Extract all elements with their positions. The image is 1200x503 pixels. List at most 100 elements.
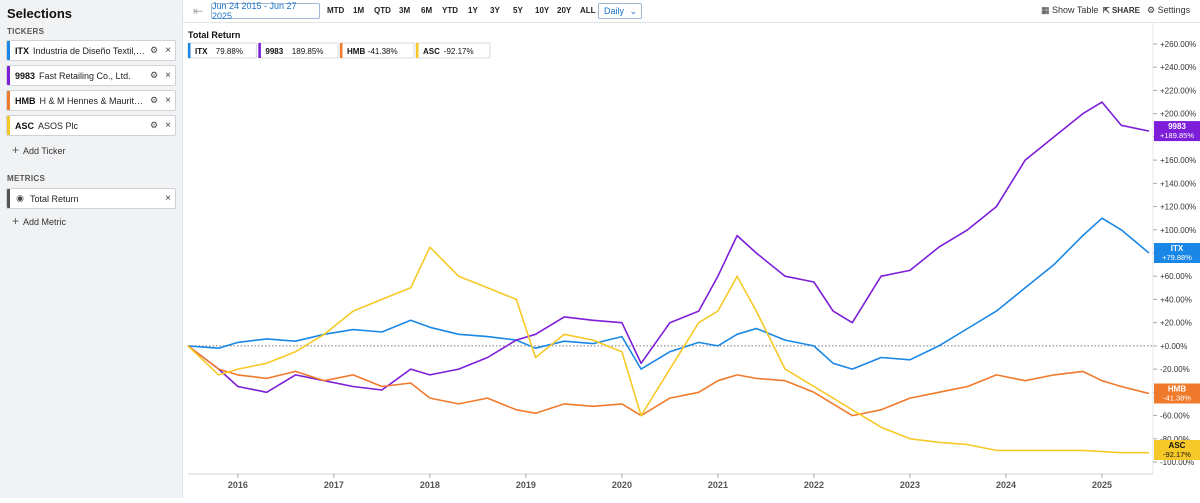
legend-color-bar xyxy=(188,43,191,58)
x-tick-label: 2020 xyxy=(612,480,632,490)
eye-icon[interactable]: ◉ xyxy=(16,193,24,203)
metric-name: Total Return xyxy=(30,193,79,204)
legend-color-bar xyxy=(258,43,261,58)
share-button[interactable]: ⇱ SHARE xyxy=(1103,6,1140,15)
series-line-itx xyxy=(187,217,1150,370)
ticker-symbol: ITX xyxy=(15,45,30,56)
close-icon[interactable]: × xyxy=(165,95,171,106)
series-line-asc xyxy=(187,246,1149,454)
gear-icon[interactable]: ⚙ xyxy=(149,95,159,105)
y-tick-label: +60.00% xyxy=(1160,272,1192,281)
end-label-box-9983 xyxy=(1154,121,1200,142)
date-range-picker[interactable]: Jun 24 2015 - Jun 27 2025 xyxy=(211,1,320,21)
gear-icon: ⚙ xyxy=(1147,5,1158,15)
x-tick-label: 2016 xyxy=(228,480,248,490)
y-tick-label: +260.00% xyxy=(1160,40,1196,49)
settings-label: Settings xyxy=(1157,5,1191,15)
add-metric-button[interactable]: + Add Metric xyxy=(12,214,66,228)
legend-value: 79.88% xyxy=(216,47,243,56)
share-label: SHARE xyxy=(1111,6,1140,15)
add-metric-label: Add Metric xyxy=(23,217,67,227)
range-all[interactable]: ALL xyxy=(580,6,596,15)
gear-icon[interactable]: ⚙ xyxy=(149,70,159,80)
legend-color-bar xyxy=(416,43,419,58)
series-line-hmb xyxy=(187,345,1150,417)
ticker-row-asc[interactable]: ASC ASOS Plc ⚙ × xyxy=(6,115,176,136)
x-tick-label: 2022 xyxy=(804,480,824,490)
y-tick-label: +40.00% xyxy=(1160,295,1192,304)
metric-row-total-return[interactable]: ◉ Total Return × xyxy=(6,188,176,209)
range-3m[interactable]: 3M xyxy=(399,6,411,15)
x-tick-label: 2024 xyxy=(996,480,1016,490)
range-mtd[interactable]: MTD xyxy=(327,6,345,15)
range-3y[interactable]: 3Y xyxy=(490,6,500,15)
plus-icon: + xyxy=(12,214,20,228)
legend-symbol: ITX xyxy=(195,47,208,56)
gear-icon[interactable]: ⚙ xyxy=(149,120,159,130)
gear-icon[interactable]: ⚙ xyxy=(149,45,159,55)
y-tick-label: +200.00% xyxy=(1160,110,1196,119)
add-ticker-button[interactable]: + Add Ticker xyxy=(12,143,66,157)
legend-symbol: HMB xyxy=(347,47,365,56)
tickers-header: TICKERS xyxy=(7,27,45,36)
range-20y[interactable]: 20Y xyxy=(557,6,572,15)
y-tick-label: -60.00% xyxy=(1160,412,1190,421)
close-icon[interactable]: × xyxy=(165,120,171,131)
metrics-header: METRICS xyxy=(7,174,46,183)
ticker-name: Fast Retailing Co., Ltd. xyxy=(39,70,131,81)
close-icon[interactable]: × xyxy=(165,45,171,56)
show-table-label: Show Table xyxy=(1052,5,1099,15)
end-label-value: +79.88% xyxy=(1162,253,1192,262)
ticker-symbol: HMB xyxy=(15,95,36,106)
range-6m[interactable]: 6M xyxy=(421,6,433,15)
ticker-row-hmb[interactable]: HMB H & M Hennes & Mauritz … ⚙ × xyxy=(6,90,176,111)
x-tick-label: 2018 xyxy=(420,480,440,490)
ticker-color-bar xyxy=(7,41,10,60)
range-1y[interactable]: 1Y xyxy=(468,6,478,15)
frequency-select[interactable]: Daily ⌄ xyxy=(598,3,642,19)
y-tick-label: +0.00% xyxy=(1160,342,1187,351)
end-label-box-hmb xyxy=(1154,383,1200,404)
end-label-box-asc xyxy=(1154,440,1200,460)
settings-button[interactable]: ⚙ Settings xyxy=(1147,5,1190,16)
close-icon[interactable]: × xyxy=(165,70,171,81)
x-tick-label: 2017 xyxy=(324,480,344,490)
range-qtd[interactable]: QTD xyxy=(374,6,391,15)
selections-sidebar: Selections TICKERS ITX Industria de Dise… xyxy=(0,0,183,498)
end-label-value: -41.38% xyxy=(1163,393,1191,402)
range-1m[interactable]: 1M xyxy=(353,6,365,15)
end-label-symbol: ITX xyxy=(1171,244,1184,253)
legend-item-box xyxy=(257,42,339,59)
ticker-row-itx[interactable]: ITX Industria de Diseño Textil, … ⚙ × xyxy=(6,40,176,61)
ticker-color-bar xyxy=(7,91,10,110)
toolbar: ⇤ Jun 24 2015 - Jun 27 2025 MTD 1M QTD 3… xyxy=(183,0,1200,23)
range-ytd[interactable]: YTD xyxy=(442,6,458,15)
y-tick-label: -80.00% xyxy=(1160,435,1190,444)
y-tick-label: +140.00% xyxy=(1160,179,1196,188)
series-line-9983 xyxy=(187,101,1150,394)
range-10y[interactable]: 10Y xyxy=(535,6,550,15)
ticker-row-9983[interactable]: 9983 Fast Retailing Co., Ltd. ⚙ × xyxy=(6,65,176,86)
chart-area[interactable]: +260.00%+240.00%+220.00%+200.00%+180.00%… xyxy=(183,23,1200,498)
sidebar-title: Selections xyxy=(7,6,73,21)
end-label-symbol: 9983 xyxy=(1168,122,1186,131)
line-chart[interactable]: +260.00%+240.00%+220.00%+200.00%+180.00%… xyxy=(183,23,1200,498)
range-5y[interactable]: 5Y xyxy=(513,6,523,15)
y-tick-label: -100.00% xyxy=(1160,458,1194,467)
collapse-sidebar-icon[interactable]: ⇤ xyxy=(193,4,204,18)
end-label-symbol: HMB xyxy=(1168,384,1186,393)
show-table-button[interactable]: ▦ Show Table xyxy=(1041,5,1098,16)
chevron-down-icon: ⌄ xyxy=(629,5,637,16)
legend-value: -92.17% xyxy=(444,47,474,56)
ticker-name: Industria de Diseño Textil, … xyxy=(33,45,147,56)
y-tick-label: +100.00% xyxy=(1160,226,1196,235)
legend-value: -41.38% xyxy=(368,47,398,56)
close-icon[interactable]: × xyxy=(165,193,171,204)
y-tick-label: +240.00% xyxy=(1160,63,1196,72)
y-tick-label: +160.00% xyxy=(1160,156,1196,165)
y-tick-label: +20.00% xyxy=(1160,319,1192,328)
x-tick-label: 2023 xyxy=(900,480,920,490)
ticker-name: ASOS Plc xyxy=(38,120,79,131)
plus-icon: + xyxy=(12,143,20,157)
legend-symbol: 9983 xyxy=(265,47,283,56)
